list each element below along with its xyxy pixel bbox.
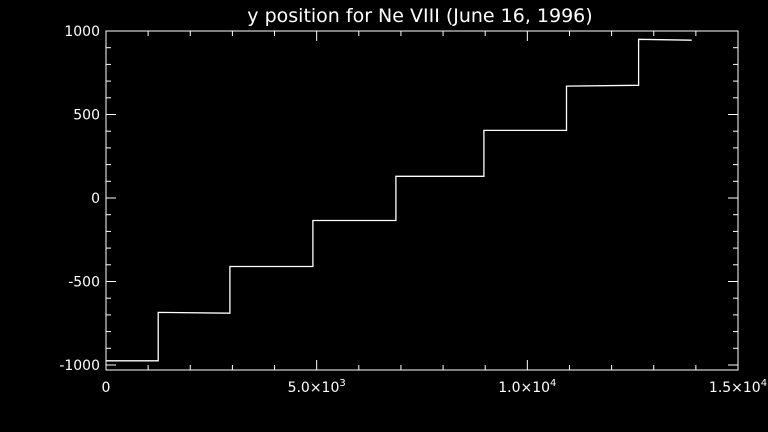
y-tick-label: 0 <box>91 191 100 207</box>
y-tick-label: 1000 <box>64 24 100 40</box>
y-tick-label: -500 <box>68 274 100 290</box>
series-line <box>106 38 692 362</box>
x-tick-label: 1.0×104 <box>498 378 556 396</box>
plot-frame <box>105 30 739 371</box>
y-tick-label: -1000 <box>59 358 100 374</box>
x-tick-label: 0 <box>102 380 111 396</box>
chart-title: y position for Ne VIII (June 16, 1996) <box>247 5 592 27</box>
y-tick-label: 500 <box>73 107 100 123</box>
x-tick-label: 5.0×103 <box>288 378 346 396</box>
x-tick-label: 1.5×104 <box>709 378 767 396</box>
axis-ticks <box>105 30 739 370</box>
